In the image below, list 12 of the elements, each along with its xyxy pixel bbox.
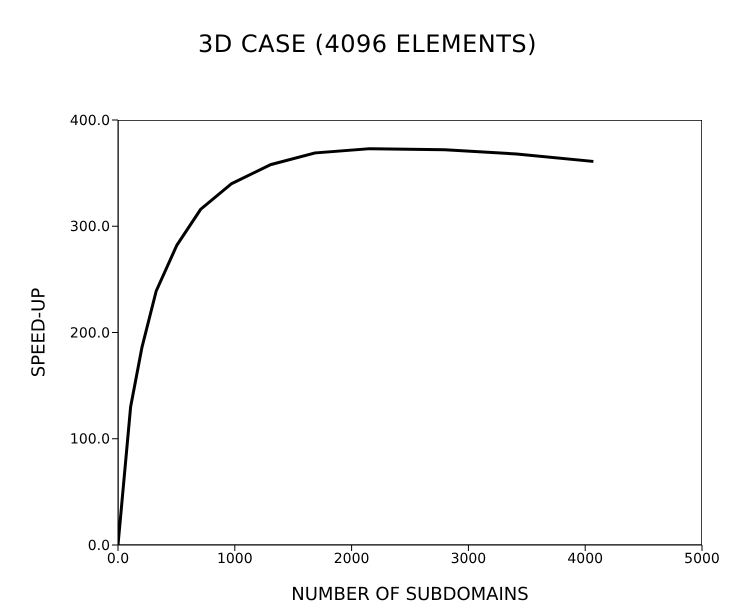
y-axis-title: SPEED-UP bbox=[28, 288, 50, 378]
chart-title: 3D CASE (4096 ELEMENTS) bbox=[197, 29, 538, 60]
y-tick-label: 100.0 bbox=[70, 432, 110, 448]
x-tick-label: 4000 bbox=[567, 550, 604, 567]
x-tick-label: 5000 bbox=[684, 550, 720, 567]
y-tick-label: 300.0 bbox=[70, 219, 110, 236]
x-tick-label: 1000 bbox=[216, 550, 253, 567]
y-tick-label: 400.0 bbox=[70, 112, 110, 129]
x-tick-label: 3000 bbox=[450, 550, 486, 567]
x-axis-title: NUMBER OF SUBDOMAINS bbox=[291, 584, 529, 605]
x-tick-label: 2000 bbox=[334, 550, 370, 567]
y-tick-label: 200.0 bbox=[70, 325, 110, 342]
